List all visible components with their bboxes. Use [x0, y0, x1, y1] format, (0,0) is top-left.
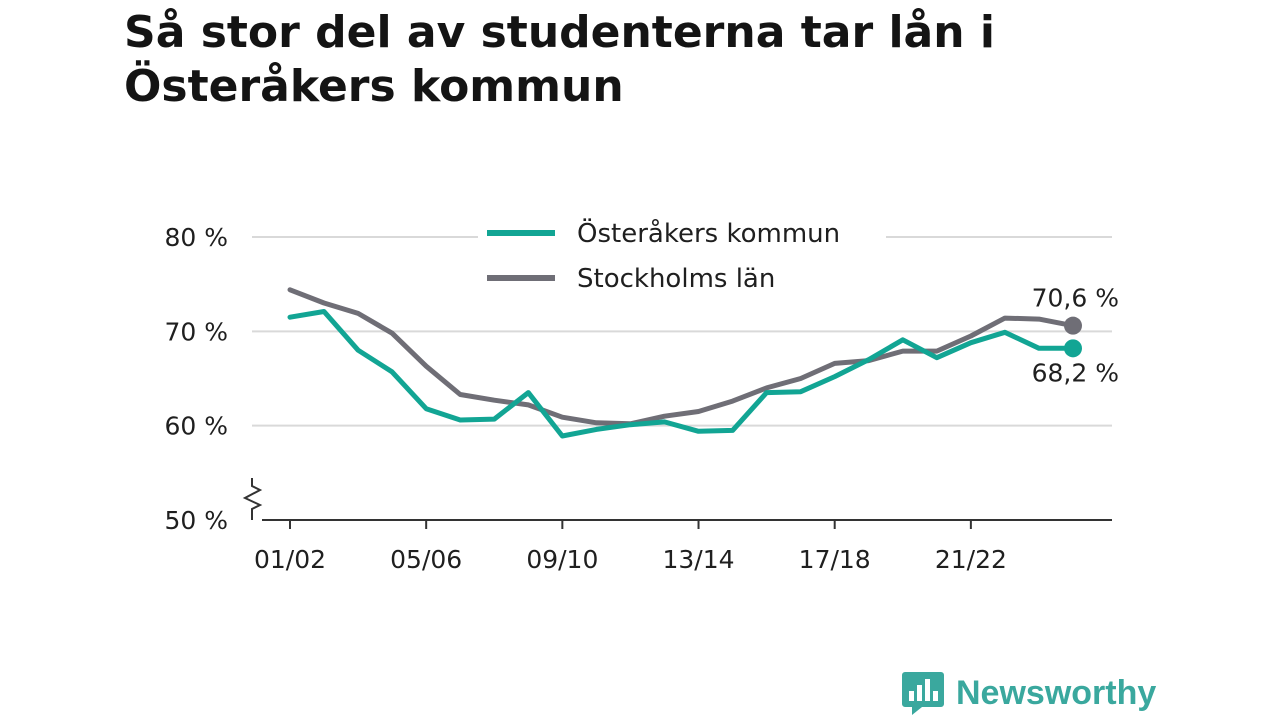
legend-label: Österåkers kommun [577, 217, 840, 249]
chart-title: Så stor del av studenterna tar lån i Öst… [124, 7, 995, 112]
x-tick-label: 17/18 [799, 545, 871, 574]
y-tick-label: 50 % [164, 506, 228, 535]
series-end-point [1064, 339, 1082, 358]
axis-break-icon [242, 478, 263, 520]
y-tick-label: 70 % [164, 317, 228, 346]
brand-logo-block: Newsworthy [902, 670, 1156, 716]
x-tick-label: 09/10 [526, 545, 598, 574]
series-end-point [1064, 316, 1082, 335]
legend-background [478, 214, 886, 302]
x-tick-label: 13/14 [662, 545, 734, 574]
x-tick-label: 05/06 [390, 545, 462, 574]
newsworthy-logo-icon [902, 672, 944, 715]
brand-name: Newsworthy [956, 673, 1157, 712]
series-line-osterakers [287, 309, 1076, 439]
legend-label: Stockholms län [577, 264, 775, 294]
x-tick-label: 01/02 [254, 545, 326, 574]
series-line-stockholm [287, 287, 1076, 427]
y-tick-label: 80 % [164, 223, 228, 252]
y-tick-label: 60 % [164, 412, 228, 441]
series-end-label: 68,2 % [1032, 358, 1119, 387]
series-end-label: 70,6 % [1032, 284, 1119, 313]
x-tick-label: 21/22 [935, 545, 1007, 574]
